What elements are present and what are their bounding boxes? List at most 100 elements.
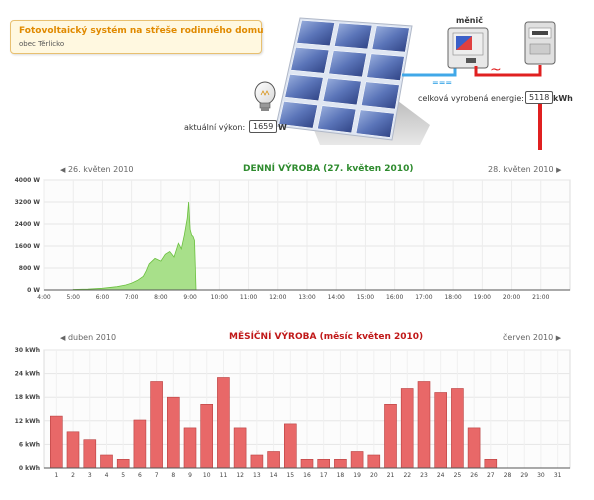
x-tick-label: 20:00 [503, 294, 520, 301]
x-tick-label: 12:00 [269, 294, 286, 301]
bar-day-5 [116, 459, 130, 469]
ac-wire [474, 65, 542, 150]
x-tick-label: 30 [537, 472, 545, 479]
solar-cell [371, 25, 410, 53]
x-tick-label: 26 [470, 472, 478, 479]
x-tick-label: 8 [171, 472, 175, 479]
solar-cell [317, 105, 357, 134]
inverter-icon [447, 27, 489, 69]
y-tick-label: 4000 W [15, 177, 41, 184]
chevron-right-icon: ▶ [555, 334, 562, 342]
bar-day-27 [484, 459, 498, 469]
y-tick-label: 18 kWh [15, 394, 40, 401]
solar-cell [322, 77, 362, 106]
x-tick-label: 8:00 [154, 294, 168, 301]
y-tick-label: 0 W [27, 287, 40, 294]
y-tick-label: 2400 W [15, 221, 41, 228]
x-tick-label: 13 [253, 472, 261, 479]
x-tick-label: 6:00 [96, 294, 110, 301]
x-tick-label: 1 [54, 472, 58, 479]
x-tick-label: 3 [88, 472, 92, 479]
x-tick-label: 29 [520, 472, 528, 479]
monthly-next-month-label: červen 2010 [503, 333, 554, 342]
x-tick-label: 22 [403, 472, 411, 479]
y-tick-label: 30 kWh [15, 347, 40, 354]
bar-day-26 [467, 427, 481, 469]
x-tick-label: 5 [121, 472, 125, 479]
solar-cell [334, 22, 373, 50]
x-tick-label: 10 [203, 472, 211, 479]
solar-cell [290, 47, 330, 74]
bar-day-15 [283, 423, 297, 469]
x-tick-label: 11 [220, 472, 228, 479]
x-tick-label: 12 [236, 472, 244, 479]
solar-cell [328, 50, 367, 78]
solar-cell [296, 20, 335, 47]
x-tick-label: 15:00 [357, 294, 374, 301]
solar-cell [366, 53, 405, 81]
solar-cell [278, 101, 318, 129]
x-tick-label: 23 [420, 472, 428, 479]
monthly-chart-grid [44, 349, 570, 468]
x-tick-label: 19 [353, 472, 361, 479]
bar-day-8 [167, 396, 180, 469]
electricity-meter-icon [524, 21, 556, 65]
x-tick-label: 21 [387, 472, 395, 479]
x-tick-label: 11:00 [240, 294, 257, 301]
current-power-value: 1659 [249, 120, 278, 133]
monthly-next-month-link[interactable]: červen 2010 ▶ [503, 333, 561, 342]
x-tick-label: 13:00 [298, 294, 315, 301]
x-tick-label: 10:00 [211, 294, 228, 301]
x-tick-label: 28 [504, 472, 512, 479]
bar-day-11 [217, 377, 230, 469]
page-title: Fotovoltaický systém na střeše rodinného… [19, 26, 264, 36]
monthly-chart-x-axis: 1 2 3 4 5 6 7 8 9 10 11 12 13 14 15 16 17 18 19 20 21 22 23 24 2… [54, 472, 561, 479]
ac-symbol: ~ [490, 62, 502, 78]
bar-day-12 [233, 427, 247, 469]
bar-day-25 [451, 388, 464, 469]
chevron-left-icon: ◀ [60, 334, 66, 342]
solar-cell [355, 109, 395, 138]
solar-cell [361, 81, 400, 110]
solar-panel-icon [275, 17, 413, 141]
y-tick-label: 3200 W [15, 199, 41, 206]
daily-chart-x-axis: 4:00 5:00 6:00 7:00 8:00 9:00 10:00 11:00 12:00 1… [37, 294, 549, 301]
x-tick-label: 25 [454, 472, 462, 479]
total-energy-unit: kWh [553, 94, 573, 103]
bar-day-14 [267, 451, 280, 469]
daily-next-day-label: 28. květen 2010 [488, 165, 554, 174]
chevron-right-icon: ▶ [556, 166, 562, 174]
x-tick-label: 18:00 [444, 294, 461, 301]
daily-prev-day-link[interactable]: ◀ 26. květen 2010 [60, 165, 134, 174]
y-tick-label: 800 W [19, 265, 41, 272]
total-energy-label: celková vyrobená energie: [418, 94, 524, 103]
bar-day-23 [417, 381, 431, 469]
daily-chart-title: DENNÍ VÝROBA (27. květen 2010) [243, 164, 414, 174]
bar-day-20 [367, 454, 381, 469]
dc-symbol: === [432, 78, 453, 87]
x-tick-label: 15 [286, 472, 294, 479]
bar-day-4 [100, 454, 113, 469]
daily-next-day-link[interactable]: 28. květen 2010 ▶ [488, 165, 562, 174]
x-tick-label: 16 [303, 472, 311, 479]
bar-day-24 [434, 392, 448, 469]
x-tick-label: 4 [105, 472, 109, 479]
total-energy-value: 5118 [525, 91, 554, 104]
x-tick-label: 16:00 [386, 294, 403, 301]
x-tick-label: 4:00 [37, 294, 51, 301]
bar-day-10 [200, 403, 213, 469]
bar-day-19 [350, 451, 364, 469]
x-tick-label: 2 [71, 472, 75, 479]
x-tick-label: 17:00 [415, 294, 432, 301]
monthly-prev-month-link[interactable]: ◀ duben 2010 [60, 333, 116, 342]
current-power-label: aktuální výkon: [184, 123, 246, 132]
monthly-chart-title: MĚSÍČNÍ VÝROBA (měsíc květen 2010) [229, 332, 424, 342]
bar-day-7 [150, 381, 163, 469]
x-tick-label: 6 [138, 472, 142, 479]
location-subtitle: obec Těrlicko [19, 40, 65, 48]
dc-wire [402, 66, 457, 77]
bar-day-9 [183, 427, 197, 469]
x-tick-label: 5:00 [66, 294, 80, 301]
x-tick-label: 18 [337, 472, 345, 479]
